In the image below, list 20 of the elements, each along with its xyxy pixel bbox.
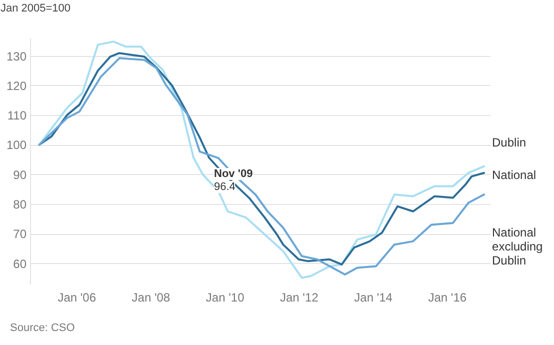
series-label: National <box>492 168 536 182</box>
y-tick-label: 80 <box>13 197 27 212</box>
x-tick-label: Jan '10 <box>206 290 245 304</box>
y-tick-label: 120 <box>6 78 27 93</box>
x-tick-label: Jan '12 <box>280 290 319 304</box>
source-note: Source: CSO <box>10 322 75 334</box>
annotation: 96.4 <box>214 181 236 193</box>
x-tick-label: Jan '06 <box>58 290 96 304</box>
series-label: Dublin <box>492 135 526 150</box>
y-tick-label: 90 <box>13 168 27 182</box>
y-tick-label: 70 <box>13 227 27 242</box>
x-tick-label: Jan '08 <box>132 290 170 304</box>
y-tick-label: 100 <box>6 138 27 152</box>
y-tick-label: 130 <box>6 49 27 64</box>
y-axis-title: Jan 2005=100 <box>0 2 71 14</box>
y-tick-label: 60 <box>13 256 27 271</box>
x-tick-label: Jan '14 <box>354 290 393 304</box>
text: National excluding Dublin <box>492 225 543 268</box>
y-tick-label: 110 <box>7 108 27 123</box>
x-tick-label: Jan '16 <box>428 290 467 304</box>
